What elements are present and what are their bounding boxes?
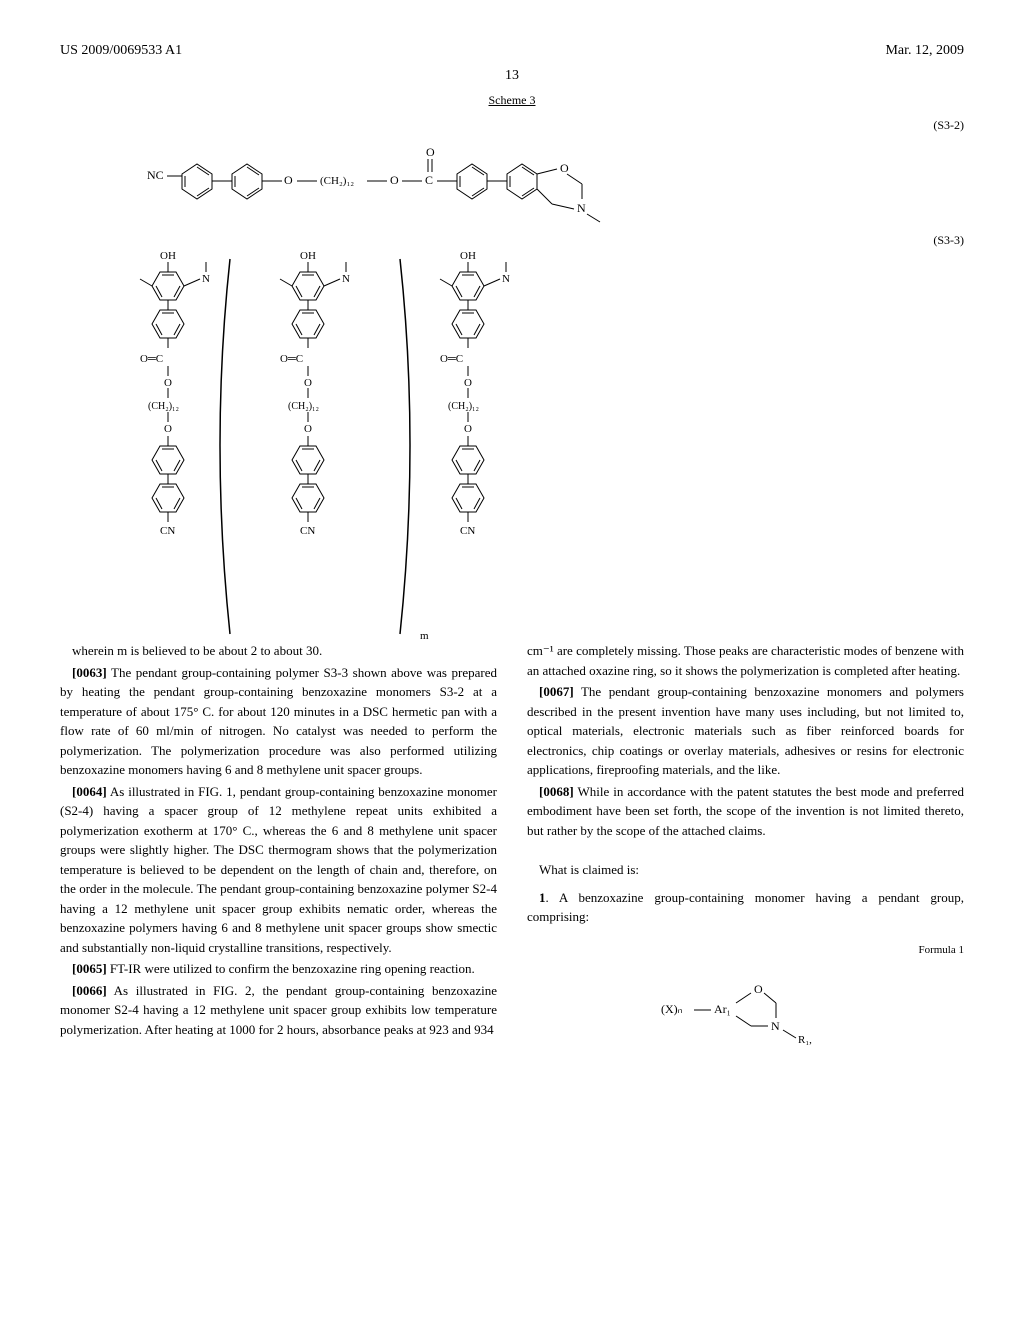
scheme-label-s33: (S3-3) xyxy=(933,231,964,249)
svg-text:C: C xyxy=(425,173,433,187)
para-text-0064: As illustrated in FIG. 1, pendant group-… xyxy=(60,784,497,955)
para-num-0064: [0064] xyxy=(72,784,107,799)
formula-1-svg: (X)ₙ Ar₁ O N R₁, xyxy=(656,968,836,1048)
svg-text:OH: OH xyxy=(300,250,316,262)
svg-text:N: N xyxy=(342,273,350,285)
svg-text:(CH₂)₁₂: (CH₂)₁₂ xyxy=(288,401,319,412)
svg-text:O: O xyxy=(426,145,435,159)
svg-text:O═C: O═C xyxy=(280,353,303,365)
header-date: Mar. 12, 2009 xyxy=(885,40,964,61)
svg-text:N: N xyxy=(771,1019,780,1033)
svg-text:(CH₂)₁₂: (CH₂)₁₂ xyxy=(448,401,479,412)
svg-text:O: O xyxy=(164,423,172,435)
paragraph-0068: [0068] While in accordance with the pate… xyxy=(527,782,964,841)
para-num-0063: [0063] xyxy=(72,665,107,680)
scheme-label-s32: (S3-2) xyxy=(933,116,964,134)
svg-text:(X)ₙ: (X)ₙ xyxy=(661,1002,683,1016)
para-text-0066: As illustrated in FIG. 2, the pendant gr… xyxy=(60,983,497,1037)
svg-text:Ar₁: Ar₁ xyxy=(714,1002,731,1016)
paragraph-0063: [0063] The pendant group-containing poly… xyxy=(60,663,497,780)
svg-text:O: O xyxy=(464,423,472,435)
header-pub-number: US 2009/0069533 A1 xyxy=(60,40,182,61)
svg-text:R₁,: R₁, xyxy=(798,1034,812,1046)
page-number: 13 xyxy=(505,65,519,86)
svg-text:N: N xyxy=(202,273,210,285)
formula-1-structure: (X)ₙ Ar₁ O N R₁, xyxy=(527,968,964,1054)
svg-text:NC: NC xyxy=(147,168,164,182)
svg-text:O: O xyxy=(304,423,312,435)
scheme-title: Scheme 3 xyxy=(60,91,964,109)
right-column: cm⁻¹ are completely missing. Those peaks… xyxy=(527,641,964,1054)
svg-text:O: O xyxy=(560,161,569,175)
svg-text:O: O xyxy=(390,173,399,187)
claim-1-text: . A benzoxazine group-containing monomer… xyxy=(527,890,964,925)
svg-text:N: N xyxy=(577,201,586,215)
svg-text:OH: OH xyxy=(160,250,176,262)
paragraph-continuation: cm⁻¹ are completely missing. Those peaks… xyxy=(527,641,964,680)
para-text-0063: The pendant group-containing polymer S3-… xyxy=(60,665,497,778)
paragraph-0065: [0065] FT-IR were utilized to confirm th… xyxy=(60,959,497,979)
svg-text:(CH₂)₁₂: (CH₂)₁₂ xyxy=(148,401,179,412)
svg-text:CN: CN xyxy=(160,525,175,537)
paragraph-0066: [0066] As illustrated in FIG. 2, the pen… xyxy=(60,981,497,1040)
svg-text:CN: CN xyxy=(300,525,315,537)
left-column: wherein m is believed to be about 2 to a… xyxy=(60,641,497,1054)
para-num-0067: [0067] xyxy=(539,684,574,699)
svg-text:OH: OH xyxy=(460,250,476,262)
svg-text:O═C: O═C xyxy=(140,353,163,365)
svg-text:O═C: O═C xyxy=(440,353,463,365)
paragraph-0064: [0064] As illustrated in FIG. 1, pendant… xyxy=(60,782,497,958)
page-header: US 2009/0069533 A1 Mar. 12, 2009 xyxy=(60,40,964,61)
svg-text:O: O xyxy=(464,377,472,389)
para-num-0066: [0066] xyxy=(72,983,107,998)
svg-text:O: O xyxy=(284,173,293,187)
paragraph-0067: [0067] The pendant group-containing benz… xyxy=(527,682,964,780)
svg-text:O: O xyxy=(304,377,312,389)
claim-1: 1. A benzoxazine group-containing monome… xyxy=(527,888,964,927)
svg-text:O: O xyxy=(164,377,172,389)
claims-intro: What is claimed is: xyxy=(527,860,964,880)
svg-text:O: O xyxy=(754,982,763,996)
scheme-diagram-area: Scheme 3 (S3-2) (S3-3) NC O (CH₂)₁₂ xyxy=(60,91,964,621)
para-text-0068: While in accordance with the patent stat… xyxy=(527,784,964,838)
molecule-s3-2: NC O (CH₂)₁₂ O C xyxy=(142,124,882,234)
svg-text:m: m xyxy=(420,630,429,642)
para-text-0065: FT-IR were utilized to confirm the benzo… xyxy=(110,961,475,976)
svg-text:CN: CN xyxy=(460,525,475,537)
para-text-0067: The pendant group-containing benzoxazine… xyxy=(527,684,964,777)
body-columns: wherein m is believed to be about 2 to a… xyxy=(60,641,964,1054)
formula-1-label: Formula 1 xyxy=(527,942,964,959)
para-num-0068: [0068] xyxy=(539,784,574,799)
molecule-s3-3: m OH N O═C O (CH₂)₁₂ xyxy=(100,244,560,644)
para-num-0065: [0065] xyxy=(72,961,107,976)
svg-text:N: N xyxy=(502,273,510,285)
svg-text:(CH₂)₁₂: (CH₂)₁₂ xyxy=(320,175,354,187)
